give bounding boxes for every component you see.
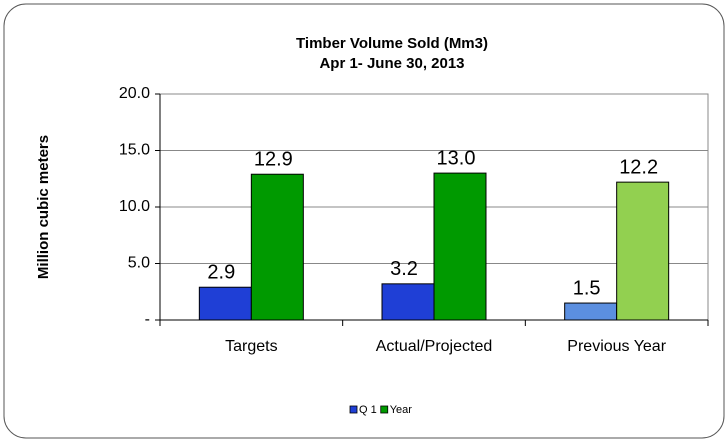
legend-swatch — [380, 405, 389, 414]
x-tick-label: Actual/Projected — [376, 338, 493, 355]
bar — [433, 172, 487, 321]
bar — [616, 181, 670, 321]
y-tick-label: 15.0 — [119, 142, 150, 159]
y-axis-label: Million cubic meters — [35, 135, 52, 279]
x-tick-label: Previous Year — [567, 338, 666, 355]
value-label: 1.5 — [573, 277, 601, 299]
legend-label: Q 1 — [359, 404, 377, 416]
y-tick-label: - — [145, 311, 150, 328]
legend-label: Year — [390, 404, 413, 416]
value-label: 3.2 — [390, 258, 418, 280]
bar — [381, 283, 435, 321]
chart-title: Timber Volume Sold (Mm3) — [296, 35, 488, 52]
chart-subtitle: Apr 1- June 30, 2013 — [319, 55, 464, 72]
value-label: 12.9 — [254, 149, 293, 171]
y-tick-label: 5.0 — [128, 255, 150, 272]
value-label: 2.9 — [207, 262, 235, 284]
x-tick-label: Targets — [225, 338, 277, 355]
chart-frame — [3, 3, 725, 439]
legend-swatch — [349, 405, 358, 414]
bar — [250, 173, 304, 321]
y-tick-label: 10.0 — [119, 198, 150, 215]
value-label: 12.2 — [619, 156, 658, 178]
bar — [564, 302, 618, 321]
y-tick-label: 20.0 — [119, 85, 150, 102]
value-label: 13.0 — [437, 147, 476, 169]
bar — [198, 286, 252, 321]
